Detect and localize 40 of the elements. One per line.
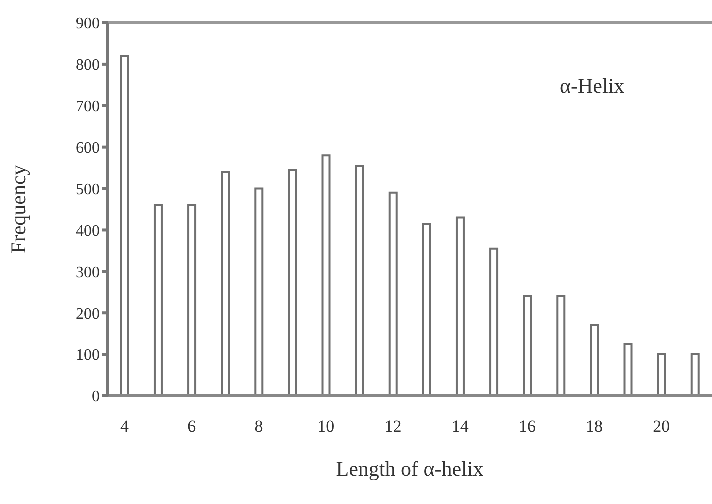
bar	[556, 296, 566, 396]
x-tick-label: 12	[384, 417, 402, 436]
y-tick-label: 600	[76, 140, 100, 158]
y-tick-label: 0	[92, 388, 100, 406]
bar	[355, 164, 364, 396]
bar	[288, 169, 298, 396]
x-tick-label: 8	[254, 417, 264, 436]
bar	[490, 248, 499, 396]
x-tick-label: 16	[518, 417, 536, 436]
x-tick-label: 4	[120, 417, 130, 436]
bar	[590, 324, 600, 396]
bar	[690, 354, 700, 396]
y-tick-label: 100	[76, 347, 100, 364]
y-tick-label: 700	[76, 98, 100, 116]
annotation: α-Helix	[560, 74, 625, 99]
bar	[422, 223, 432, 396]
y-tick-label: 500	[76, 181, 100, 198]
bar	[154, 204, 163, 396]
bar	[120, 55, 130, 396]
bar	[388, 192, 398, 396]
y-tick-label: 800	[76, 57, 100, 74]
bar	[221, 171, 230, 396]
x-axis-title: Length of α-helix	[336, 457, 484, 481]
bar	[657, 354, 666, 396]
x-tick-label: 20	[653, 417, 670, 436]
y-tick-label: 900	[76, 16, 100, 33]
bar	[624, 343, 633, 396]
x-tick-label: 10	[318, 417, 335, 436]
bar	[188, 204, 197, 396]
y-tick-label: 300	[76, 264, 100, 282]
x-tick-label: 18	[586, 417, 604, 436]
x-tick-label: 14	[452, 417, 470, 436]
bar	[523, 296, 532, 396]
x-tick-label: 6	[188, 417, 196, 436]
bar	[254, 188, 264, 396]
y-axis-title: Frequency	[6, 164, 30, 254]
bar	[322, 154, 331, 396]
bar	[456, 216, 465, 396]
y-tick-label: 400	[76, 222, 100, 240]
y-tick-label: 200	[76, 306, 100, 323]
